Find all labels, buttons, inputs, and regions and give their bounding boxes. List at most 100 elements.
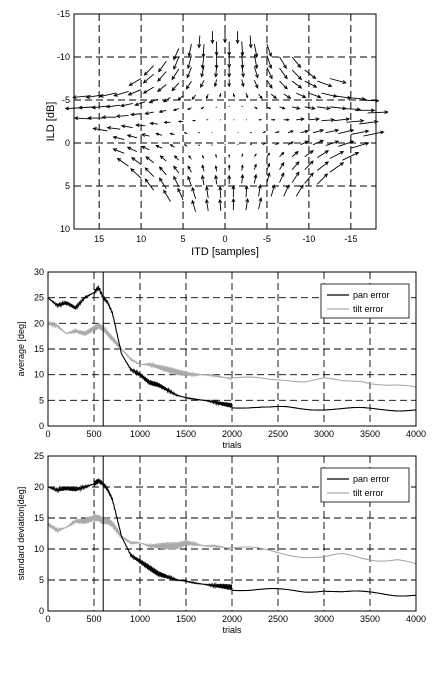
vector-arrow	[253, 80, 259, 89]
vector-arrow	[160, 155, 167, 162]
vector-arrowhead	[231, 184, 236, 190]
std-dev-x-axis-label: trials	[222, 625, 242, 635]
vector-arrow	[219, 186, 222, 199]
x-tick-label: 3000	[314, 429, 334, 439]
vector-arrow	[253, 54, 258, 69]
vector-arrowhead	[113, 93, 118, 97]
vector-arrowhead	[130, 168, 135, 173]
vector-arrowhead	[334, 128, 340, 133]
vector-arrowhead	[296, 106, 301, 110]
vector-arrowhead	[144, 167, 149, 172]
vector-arrow	[163, 97, 171, 103]
vector-arrow	[145, 111, 154, 115]
vector-arrow	[300, 130, 309, 134]
vector-arrow	[200, 80, 205, 88]
vector-arrowhead	[295, 171, 300, 176]
vector-arrowhead	[330, 118, 336, 122]
vector-arrow	[283, 93, 291, 99]
vector-arrow	[329, 151, 344, 159]
vector-arrowhead	[309, 150, 314, 155]
average-x-ticks: 0 500 1000 1500 2000 2500 3000 3500 4000	[45, 429, 426, 439]
vector-arrow	[144, 178, 155, 191]
vector-arrow	[304, 172, 314, 184]
vector-arrowhead	[200, 107, 203, 110]
tilt-error-line	[47, 320, 417, 388]
vector-arrowhead	[158, 166, 163, 171]
vector-arrowhead	[240, 51, 245, 57]
vector-field-frame	[73, 13, 377, 230]
vector-arrowhead	[248, 44, 253, 49]
vector-arrowhead	[326, 106, 331, 111]
vector-arrow	[338, 129, 354, 134]
vector-arrow	[304, 150, 314, 158]
vector-arrowhead	[380, 130, 385, 135]
std-dev-legend-pan-error: pan error	[353, 474, 390, 484]
vector-arrowhead	[273, 95, 277, 99]
vector-arrowhead	[201, 155, 204, 158]
vector-arrow	[266, 163, 270, 170]
vector-arrowhead	[92, 127, 97, 131]
vector-arrowhead	[240, 164, 244, 168]
vector-arrowhead	[244, 184, 249, 190]
vector-arrowhead	[223, 39, 227, 44]
vector-arrowhead	[266, 162, 271, 167]
vector-arrow	[321, 119, 335, 122]
vector-arrow	[253, 44, 258, 58]
vector-arrowhead	[347, 95, 352, 100]
vector-arrow	[158, 61, 167, 72]
vector-arrowhead	[364, 141, 370, 146]
vector-arrow	[116, 115, 129, 117]
vector-arrow	[291, 80, 302, 89]
y-tick-label: 20	[34, 318, 44, 328]
vector-arrowhead	[345, 117, 351, 122]
pan-error-line	[47, 285, 417, 412]
vector-arrow	[159, 109, 167, 113]
vector-arrow	[266, 79, 273, 89]
vector-arrowhead	[105, 104, 111, 109]
vector-arrow	[211, 144, 213, 146]
vector-arrowhead	[142, 79, 148, 84]
std-dev-legend-tilt-error: tilt error	[353, 488, 384, 498]
vector-arrowhead	[241, 153, 244, 156]
vector-arrowhead	[253, 173, 258, 179]
vector-arrow	[279, 162, 285, 170]
vector-field-x-axis-label: ITD [samples]	[191, 246, 259, 258]
vector-arrowhead	[214, 174, 218, 180]
vector-arrow	[367, 111, 388, 114]
vector-arrowhead	[328, 83, 333, 88]
std-dev-legend-box	[320, 467, 410, 503]
vector-arrow	[215, 106, 217, 109]
vector-arrow	[149, 98, 159, 103]
vector-arrowhead	[187, 175, 191, 181]
vector-arrowhead	[268, 52, 272, 58]
vector-arrow	[245, 198, 249, 211]
vector-arrow	[145, 156, 154, 164]
vector-arrow	[74, 117, 91, 120]
vector-field-y-ticks: -15 -10 -5 0 5 10	[57, 9, 70, 234]
vector-field-grid	[74, 13, 376, 229]
vector-arrowhead	[186, 74, 191, 79]
vector-arrowhead	[185, 85, 190, 90]
vector-arrowhead	[232, 94, 236, 98]
vector-arrowhead	[268, 64, 273, 70]
std-dev-error-chart: 0 500 1000 1500 2000 2500 3000 3500 4000 0 5 10 15 2…	[16, 451, 426, 635]
vector-arrowhead	[191, 199, 195, 205]
vector-arrowhead	[339, 151, 345, 155]
vector-arrowhead	[130, 112, 135, 117]
vector-arrowhead	[312, 84, 318, 88]
x-tick-label: 2000	[222, 429, 242, 439]
x-tick-label: 3500	[360, 429, 380, 439]
vector-arrowhead	[200, 174, 205, 180]
vector-arrowhead	[172, 108, 177, 112]
vector-arrow	[177, 95, 184, 101]
std-dev-series	[47, 478, 417, 597]
vector-arrow	[249, 35, 252, 48]
vector-arrowhead	[354, 152, 360, 156]
vector-arrowhead	[258, 197, 263, 202]
vector-arrowhead	[281, 151, 285, 156]
vector-arrow	[329, 162, 344, 173]
vector-arrowhead	[218, 198, 223, 204]
vector-arrow	[206, 186, 209, 199]
vector-arrowhead	[290, 130, 294, 133]
